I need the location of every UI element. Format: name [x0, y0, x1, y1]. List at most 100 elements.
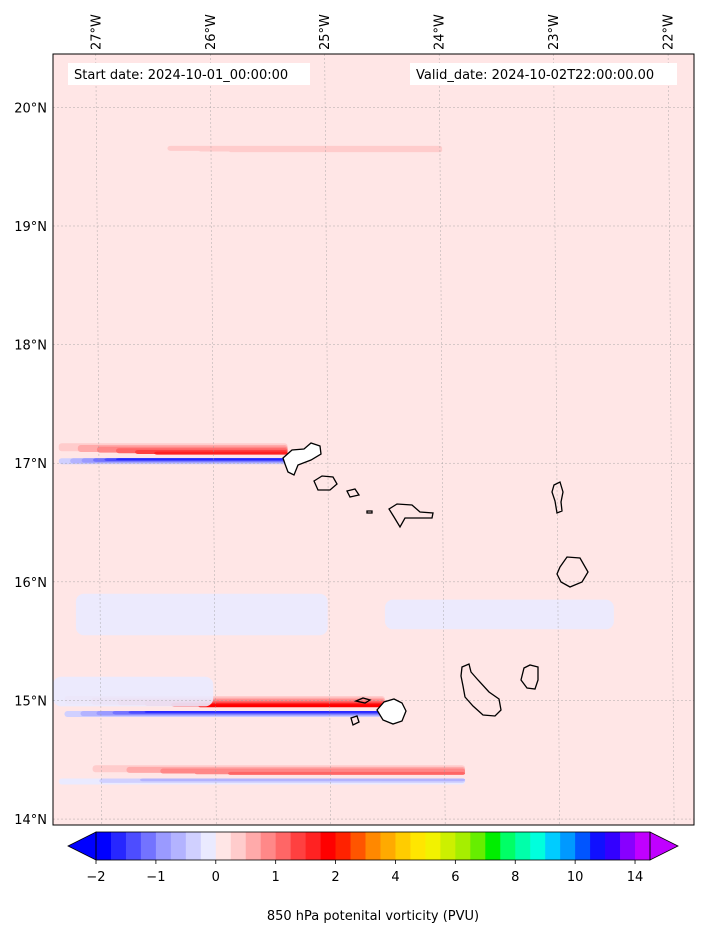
- colorbar-swatch: [530, 832, 546, 860]
- pv-field-background: [53, 54, 694, 825]
- latitude-tick-label: 19°N: [14, 220, 47, 235]
- longitude-tick-label: 22°W: [662, 14, 677, 50]
- colorbar-swatch: [605, 832, 621, 860]
- island-boa-vista: [556, 556, 589, 588]
- colorbar-swatch: [380, 832, 396, 860]
- latitude-tick-label: 14°N: [14, 813, 47, 828]
- meridian-line: [553, 54, 560, 825]
- map-frame: [52, 53, 695, 826]
- colorbar-swatch: [185, 832, 202, 860]
- colorbar-swatch: [365, 832, 381, 860]
- pv-positive-band: [228, 771, 466, 775]
- colorbar-tick-label: −2: [86, 870, 105, 885]
- colorbar-swatch: [110, 832, 127, 860]
- colorbar-extend-high: [649, 831, 679, 861]
- island-maio: [520, 664, 539, 690]
- island-sao-vicente: [313, 475, 338, 491]
- meridian-line: [324, 54, 331, 825]
- islet-rombo: [353, 697, 372, 704]
- latitude-tick-label: 18°N: [14, 339, 47, 354]
- longitude-tick-label: 23°W: [547, 14, 562, 50]
- colorbar-label: 850 hPa potenital vorticity (PVU): [267, 909, 479, 924]
- colorbar-swatch: [395, 832, 411, 860]
- pv-positive-band: [197, 704, 385, 708]
- colorbar-swatch: [230, 832, 247, 860]
- colorbar-tick-label: 1: [272, 870, 280, 885]
- colorbar-swatch: [455, 832, 471, 860]
- colorbar-swatch: [96, 832, 112, 860]
- colorbar-swatch: [350, 832, 366, 860]
- colorbar-swatch: [260, 832, 277, 860]
- meridian-line: [95, 54, 103, 825]
- colorbar-frame: [95, 831, 651, 861]
- colorbar-swatch: [275, 832, 292, 860]
- colorbar-swatch: [470, 832, 486, 860]
- pv-weak-negative-region: [53, 676, 214, 707]
- colorbar-tick-label: −1: [146, 870, 165, 885]
- coastlines: [282, 442, 589, 726]
- colorbar-swatch: [290, 832, 307, 860]
- colorbar-swatch: [410, 832, 426, 860]
- meridian-line: [438, 54, 446, 825]
- island-santo-antao: [282, 442, 322, 476]
- colorbar-swatch: [140, 832, 157, 860]
- valid-date-box: [410, 63, 677, 85]
- colorbar-swatch: [545, 832, 561, 860]
- longitude-tick-label: 27°W: [89, 14, 104, 50]
- colorbar-swatch: [320, 832, 336, 860]
- colorbar-swatch: [620, 832, 636, 860]
- colorbar-swatch: [200, 832, 217, 860]
- pv-weak-negative-region: [384, 599, 614, 630]
- island-santiago: [460, 663, 502, 717]
- colorbar-tick-label: 4: [391, 870, 399, 885]
- colorbar-tick-label: 14: [627, 870, 644, 885]
- longitude-tick-label: 25°W: [318, 14, 333, 50]
- colorbar-swatch: [560, 832, 576, 860]
- pv-positive-band: [228, 149, 443, 153]
- island-fogo: [376, 698, 407, 725]
- latitude-tick-label: 20°N: [14, 101, 47, 116]
- colorbar-tick-label: 0: [212, 870, 220, 885]
- start-date-box: [68, 63, 310, 85]
- colorbar-swatch: [215, 832, 232, 860]
- colorbar-swatch: [590, 832, 606, 860]
- pv-weak-negative-region: [75, 593, 328, 636]
- colorbar-swatch: [440, 832, 456, 860]
- island-raso: [366, 510, 373, 514]
- colorbar-swatch: [170, 832, 187, 860]
- colorbar-swatch: [485, 832, 501, 860]
- colorbar-swatch: [425, 832, 441, 860]
- colorbar-tick-label: 8: [511, 870, 519, 885]
- colorbar-swatch: [500, 832, 516, 860]
- pv-positive-band: [154, 451, 288, 455]
- colorbar-extend-low: [67, 831, 97, 861]
- island-santa-luzia: [346, 488, 361, 498]
- pv-negative-band: [115, 458, 288, 461]
- start-date-label: Start date: 2024-10-01_00:00:00: [74, 68, 288, 83]
- longitude-ticks: 27°W 26°W 25°W 24°W 23°W 22°W: [89, 14, 676, 50]
- colorbar-tick-label: 6: [451, 870, 459, 885]
- colorbar-swatch: [305, 832, 321, 860]
- colorbar-swatch: [335, 832, 351, 860]
- pv-negative-band: [144, 710, 385, 713]
- longitude-tick-label: 26°W: [204, 14, 219, 50]
- graticule: [53, 54, 694, 825]
- meridian-line: [667, 54, 675, 825]
- colorbar-swatch: [575, 832, 591, 860]
- colorbar-swatch: [245, 832, 262, 860]
- island-sal: [551, 481, 564, 514]
- meridian-line: [210, 54, 217, 825]
- island-brava: [350, 715, 360, 726]
- pv-negative-band: [160, 778, 466, 781]
- colorbar-swatch: [635, 832, 651, 860]
- latitude-tick-label: 16°N: [14, 576, 47, 591]
- longitude-tick-label: 24°W: [433, 14, 448, 50]
- colorbar-tick-label: 2: [331, 870, 339, 885]
- pv-field-layer: [53, 140, 614, 785]
- latitude-ticks: 14°N 15°N 16°N 17°N 18°N 19°N 20°N: [14, 101, 47, 828]
- colorbar-swatch: [155, 832, 172, 860]
- colorbar-swatch: [125, 832, 142, 860]
- latitude-tick-label: 15°N: [14, 694, 47, 709]
- colorbar-swatch: [515, 832, 531, 860]
- latitude-tick-label: 17°N: [14, 457, 47, 472]
